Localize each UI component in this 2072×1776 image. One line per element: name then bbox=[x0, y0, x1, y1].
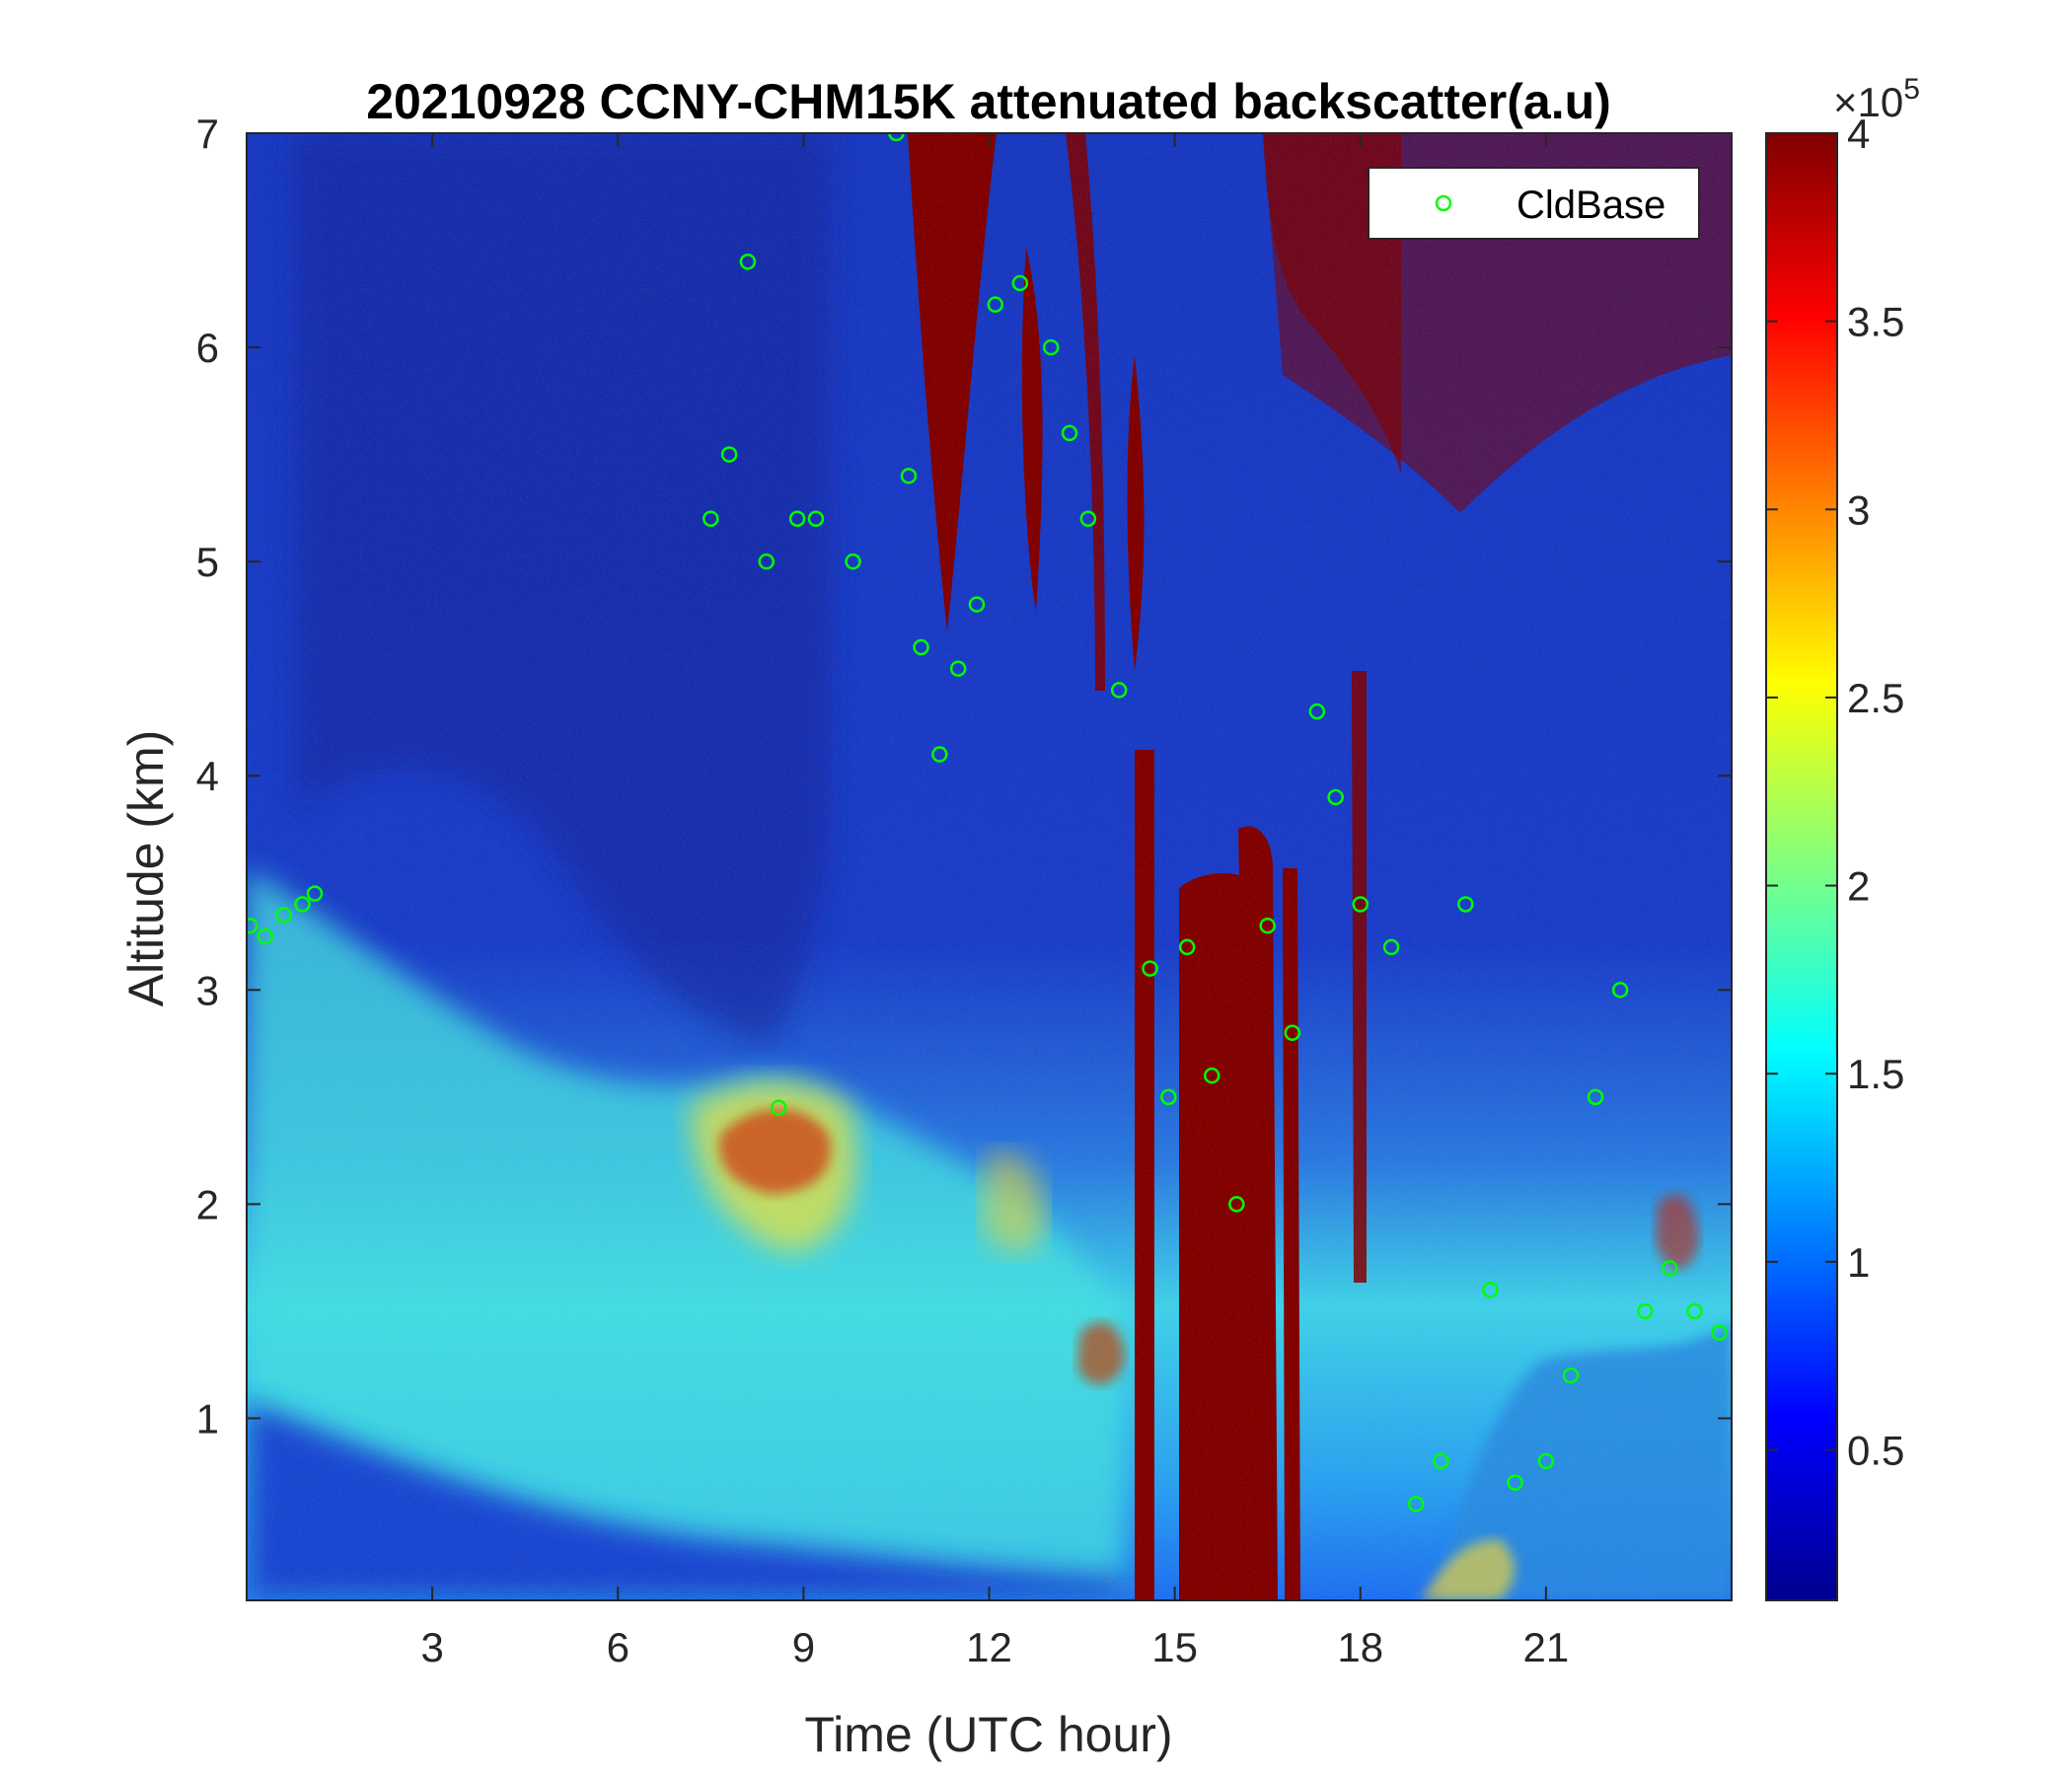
colorbar-tick-label: 0.5 bbox=[1847, 1427, 1904, 1473]
colorbar-exponent: ×105 bbox=[1833, 73, 1920, 125]
colorbar-tick-label: 2.5 bbox=[1847, 675, 1904, 721]
y-tick-label: 7 bbox=[196, 111, 219, 157]
cldbase-point bbox=[968, 596, 986, 613]
cldbase-point bbox=[275, 907, 292, 924]
cldbase-point bbox=[739, 253, 757, 270]
cldbase-point bbox=[1352, 896, 1369, 913]
cldbase-point bbox=[1079, 510, 1097, 527]
y-axis: 1 2 3 4 5 6 7 bbox=[196, 111, 1732, 1442]
cldbase-point bbox=[1457, 896, 1474, 913]
colorbar-tick-label: 1.5 bbox=[1847, 1051, 1904, 1097]
colorbar: 0.5 1 1.5 2 2.5 3 3.5 4 ×105 bbox=[1765, 73, 1920, 1601]
cldbase-point bbox=[1284, 1024, 1301, 1041]
x-tick-label: 6 bbox=[607, 1624, 629, 1670]
colorbar-gradient bbox=[1766, 133, 1837, 1600]
cldbase-point bbox=[1482, 1281, 1499, 1298]
cldbase-point bbox=[1407, 1496, 1425, 1513]
cldbase-point bbox=[1011, 274, 1029, 292]
cldbase-point bbox=[913, 638, 929, 656]
cldbase-point bbox=[1686, 1302, 1703, 1320]
cldbase-point bbox=[703, 510, 719, 527]
cldbase-point bbox=[1178, 938, 1196, 956]
cldbase-point bbox=[1204, 1067, 1221, 1084]
cldbase-point bbox=[1110, 682, 1128, 699]
x-axis-label: Time (UTC hour) bbox=[804, 1707, 1172, 1762]
y-tick-label: 3 bbox=[196, 967, 219, 1013]
x-tick-label: 3 bbox=[420, 1624, 443, 1670]
cldbase-point bbox=[1228, 1196, 1245, 1213]
cldbase-point bbox=[1587, 1088, 1604, 1106]
cldbase-point bbox=[1711, 1324, 1728, 1341]
cldbase-point bbox=[1507, 1474, 1523, 1491]
cldbase-point bbox=[294, 896, 311, 913]
heatmap-field bbox=[247, 133, 1732, 1600]
colorbar-tick-label: 3.5 bbox=[1847, 299, 1904, 345]
cldbase-point bbox=[1259, 917, 1276, 934]
y-tick-label: 1 bbox=[196, 1395, 219, 1442]
cldbase-point bbox=[845, 553, 861, 570]
x-axis: 3 6 9 12 15 18 21 bbox=[420, 133, 1569, 1670]
cldbase-point bbox=[1433, 1452, 1449, 1470]
chart-title: 20210928 CCNY-CHM15K attenuated backscat… bbox=[366, 74, 1611, 129]
cldbase-point bbox=[900, 468, 918, 484]
cldbase-point bbox=[771, 1099, 787, 1116]
colorbar-tick-label: 2 bbox=[1847, 863, 1870, 910]
cldbase-point bbox=[888, 133, 905, 142]
x-tick-label: 18 bbox=[1337, 1624, 1383, 1670]
cldbase-point bbox=[949, 660, 967, 677]
y-tick-label: 6 bbox=[196, 325, 219, 371]
legend: CldBase bbox=[1368, 167, 1700, 240]
cldbase-point bbox=[1537, 1452, 1555, 1470]
cldbase-point bbox=[1142, 960, 1158, 977]
cldbase-point bbox=[1562, 1367, 1580, 1384]
cldbase-point bbox=[1636, 1302, 1654, 1320]
y-tick-label: 4 bbox=[196, 753, 219, 799]
y-axis-label: Altitude (km) bbox=[118, 730, 174, 1007]
cldbase-point bbox=[257, 927, 274, 945]
cldbase-point bbox=[720, 446, 738, 463]
colorbar-tick-label: 1 bbox=[1847, 1239, 1870, 1286]
cldbase-point bbox=[788, 510, 806, 527]
x-tick-label: 15 bbox=[1151, 1624, 1198, 1670]
colorbar-box bbox=[1765, 132, 1838, 1601]
colorbar-tick-label: 3 bbox=[1847, 486, 1870, 533]
colorbar-tick-label: 4 bbox=[1847, 111, 1870, 157]
cldbase-point bbox=[1160, 1088, 1177, 1106]
y-tick-label: 5 bbox=[196, 539, 219, 585]
cldbase-point bbox=[1308, 703, 1326, 720]
y-tick-label: 2 bbox=[196, 1181, 219, 1227]
cldbase-point bbox=[1662, 1260, 1678, 1277]
cldbase-series bbox=[247, 133, 1728, 1513]
x-tick-label: 9 bbox=[792, 1624, 815, 1670]
cldbase-point bbox=[247, 917, 259, 934]
x-tick-label: 21 bbox=[1523, 1624, 1570, 1670]
x-tick-label: 12 bbox=[966, 1624, 1012, 1670]
legend-box bbox=[1368, 167, 1700, 240]
legend-marker-cldbase bbox=[1435, 194, 1452, 212]
cldbase-point bbox=[1327, 788, 1344, 806]
cldbase-point bbox=[1061, 424, 1078, 442]
cldbase-point bbox=[1382, 938, 1400, 956]
cldbase-point bbox=[1042, 338, 1060, 356]
cldbase-point bbox=[931, 746, 948, 763]
cldbase-point bbox=[758, 553, 775, 570]
cldbase-point bbox=[306, 885, 324, 902]
cldbase-point bbox=[807, 510, 825, 527]
legend-entry-cldbase: CldBase bbox=[1517, 184, 1665, 227]
cldbase-point bbox=[1611, 982, 1629, 999]
cldbase-point bbox=[987, 296, 1004, 313]
